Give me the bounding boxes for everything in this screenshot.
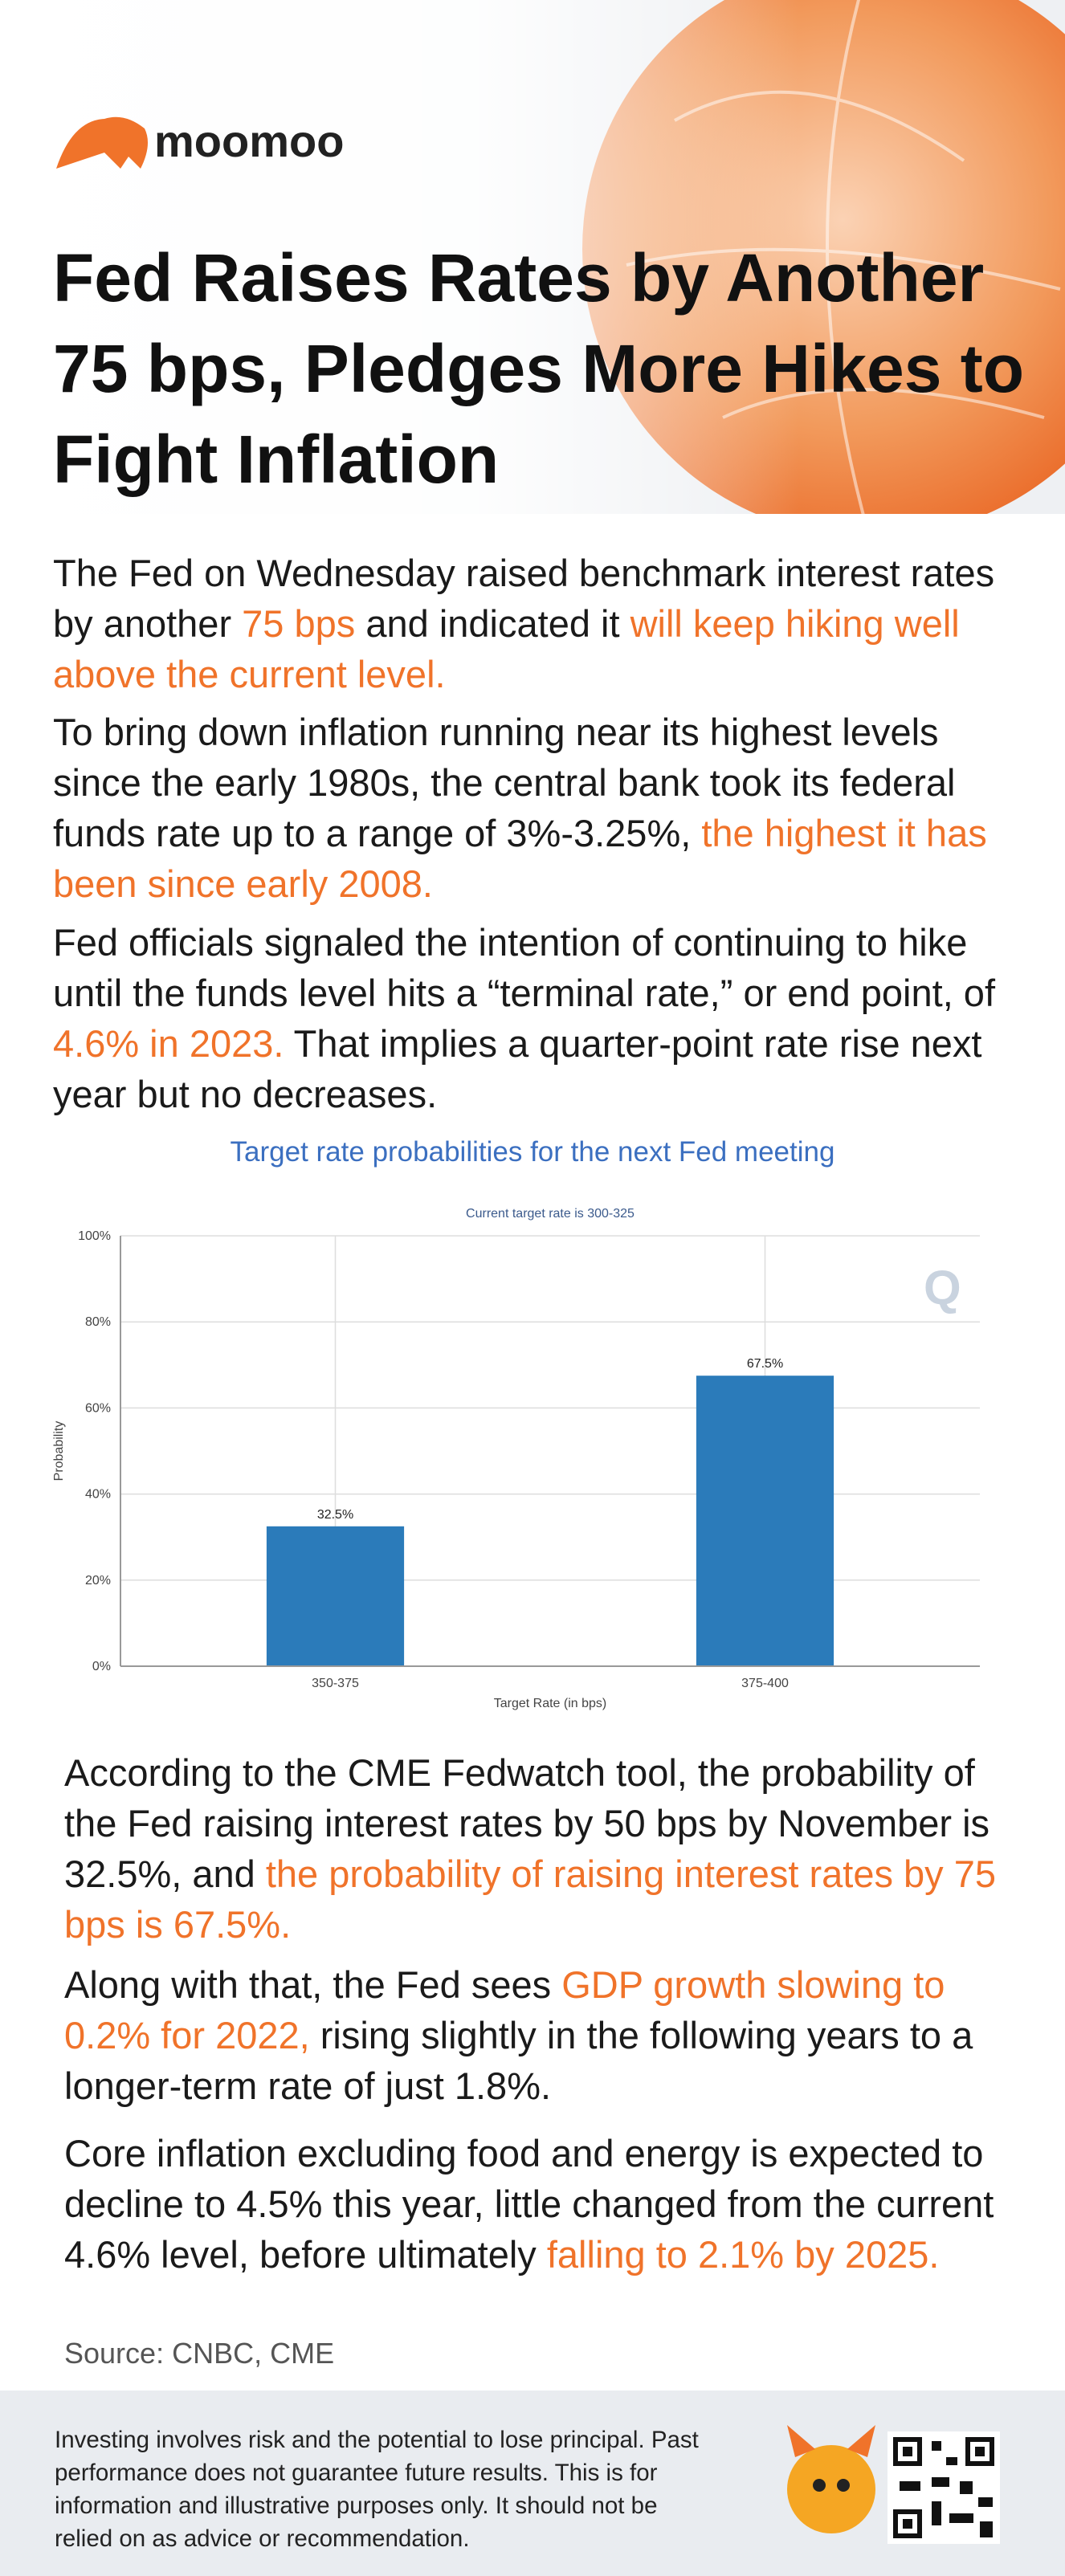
data-label: 67.5% <box>747 1357 783 1371</box>
text-segment: Fed officials signaled the intention of … <box>53 921 996 1014</box>
x-axis-title: Target Rate (in bps) <box>494 1697 607 1710</box>
text-segment: falling to 2.1% by 2025. <box>546 2233 940 2276</box>
y-tick-label: 60% <box>85 1401 111 1415</box>
y-tick-label: 40% <box>85 1488 111 1502</box>
mascot-qr <box>787 2425 1000 2544</box>
text-segment: the highest it has been since early 2008… <box>53 812 987 905</box>
text-segment: GDP growth slowing to 0.2% for 2022, <box>64 1963 945 2056</box>
text-segment: Along with that, the Fed sees <box>64 1963 562 2006</box>
text-segment: According to the CME Fedwatch tool, the … <box>64 1751 990 1895</box>
text-segment: To bring down inflation running near its… <box>53 711 956 854</box>
text-segment: 4.6% in 2023. <box>53 1022 284 1065</box>
text-segment: The Fed on Wednesday raised benchmark in… <box>53 552 995 645</box>
paragraph: Along with that, the Fed sees GDP growth… <box>64 1959 1028 2111</box>
text-segment: the probability of raising interest rate… <box>64 1853 997 1946</box>
chart-caption: Target rate probabilities for the next F… <box>230 1136 835 1168</box>
y-tick-label: 100% <box>78 1229 111 1243</box>
disclaimer: Investing involves risk and the potentia… <box>55 2427 699 2552</box>
y-axis-title: Probability <box>52 1421 66 1482</box>
bar <box>266 1526 405 1666</box>
text-segment: 75 bps <box>242 602 356 645</box>
y-tick-label: 0% <box>92 1660 111 1673</box>
paragraph: According to the CME Fedwatch tool, the … <box>64 1747 1028 1950</box>
paragraph: The Fed on Wednesday raised benchmark in… <box>53 548 1025 699</box>
text-segment: will keep hiking well above the current … <box>53 602 960 695</box>
chart: Q Current target rate is 300-325 Target R… <box>52 1207 980 1710</box>
watermark: Q <box>924 1261 961 1314</box>
x-tick-label: 350-375 <box>312 1677 359 1690</box>
text-segment: rising slightly in the following years t… <box>64 2014 973 2107</box>
title: Fed Raises Rates by Another 75 bps, Pled… <box>53 240 1025 497</box>
paragraph: Core inflation excluding food and energy… <box>64 2128 1028 2280</box>
y-tick-label: 20% <box>85 1574 111 1588</box>
data-label: 32.5% <box>317 1508 353 1522</box>
text-segment: That implies a quarter-point rate rise n… <box>53 1022 982 1115</box>
paragraph: To bring down inflation running near its… <box>53 707 1025 909</box>
text-segment: Core inflation excluding food and energy… <box>64 2132 994 2276</box>
chart-title: Current target rate is 300-325 <box>466 1207 635 1221</box>
bar <box>696 1376 834 1666</box>
logo: moomoo <box>154 116 344 166</box>
x-tick-label: 375-400 <box>741 1677 789 1690</box>
source: Source: CNBC, CME <box>64 2337 335 2370</box>
text-segment: and indicated it <box>355 602 630 645</box>
header-art: moomoo <box>0 0 1065 514</box>
y-tick-label: 80% <box>85 1315 111 1329</box>
paragraph: Fed officials signaled the intention of … <box>53 917 1025 1119</box>
